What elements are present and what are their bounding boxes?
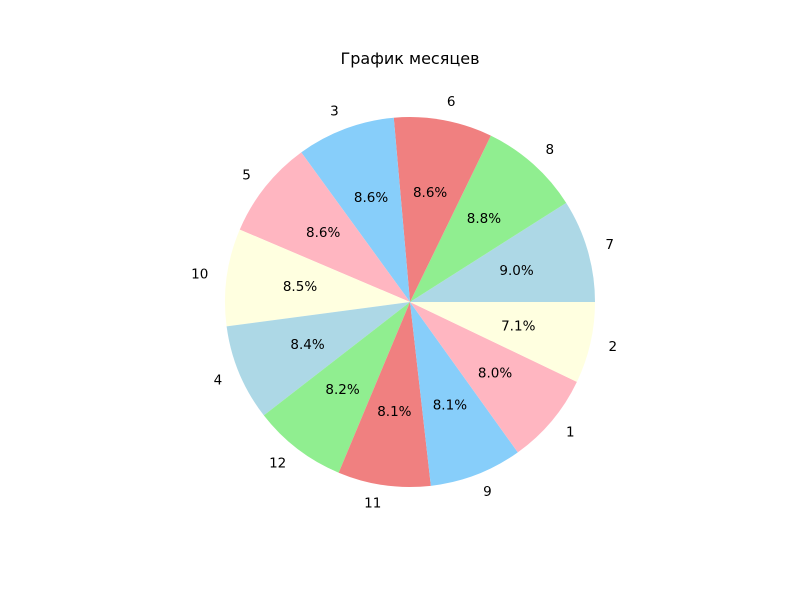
pie-slice-7 (410, 202, 595, 302)
chart-title: График месяцев (340, 49, 479, 68)
pie-category-label: 10 (191, 267, 208, 283)
pie-slice-3 (301, 117, 410, 303)
pie-labels: 9.0% 7 8.8% 8 8.6% 6 8.6% 3 8.6% 5 8.5% 10 8.4% 4 8.2%… (191, 94, 617, 512)
pie-percent-label: 8.1% (433, 398, 467, 414)
pie-slice-11 (338, 302, 431, 487)
pie-category-label: 8 (546, 142, 555, 158)
pie-slice-5 (239, 152, 410, 302)
pie-category-label: 4 (214, 372, 223, 388)
pie-percent-label: 8.5% (283, 279, 317, 295)
pie-percent-label: 8.1% (377, 404, 411, 420)
pie-slice-6 (393, 116, 491, 302)
pie-percent-label: 8.4% (290, 337, 324, 353)
pie-category-label: 3 (330, 103, 339, 119)
pie-slice-8 (410, 135, 567, 302)
pie-percent-label: 8.6% (413, 185, 447, 201)
pie-slices (225, 116, 595, 487)
pie-slice-1 (410, 302, 577, 453)
pie-slice-4 (226, 302, 410, 416)
pie-slice-12 (263, 302, 410, 473)
pie-slice-2 (410, 302, 595, 382)
pie-percent-label: 8.0% (478, 365, 512, 381)
pie-slice-10 (225, 229, 410, 327)
pie-slice-9 (410, 302, 518, 486)
pie-category-label: 6 (447, 94, 456, 110)
pie-category-label: 12 (269, 456, 286, 472)
pie-category-label: 5 (242, 167, 251, 183)
pie-category-label: 7 (605, 237, 614, 253)
pie-percent-label: 8.6% (306, 225, 340, 241)
pie-category-label: 1 (566, 425, 575, 441)
pie-category-label: 9 (483, 484, 492, 500)
pie-percent-label: 8.2% (325, 382, 359, 398)
pie-percent-label: 8.8% (467, 211, 501, 227)
pie-percent-label: 9.0% (499, 263, 533, 279)
pie-category-label: 11 (364, 495, 381, 511)
pie-percent-label: 7.1% (501, 319, 535, 335)
pie-percent-label: 8.6% (354, 190, 388, 206)
pie-category-label: 2 (608, 339, 617, 355)
